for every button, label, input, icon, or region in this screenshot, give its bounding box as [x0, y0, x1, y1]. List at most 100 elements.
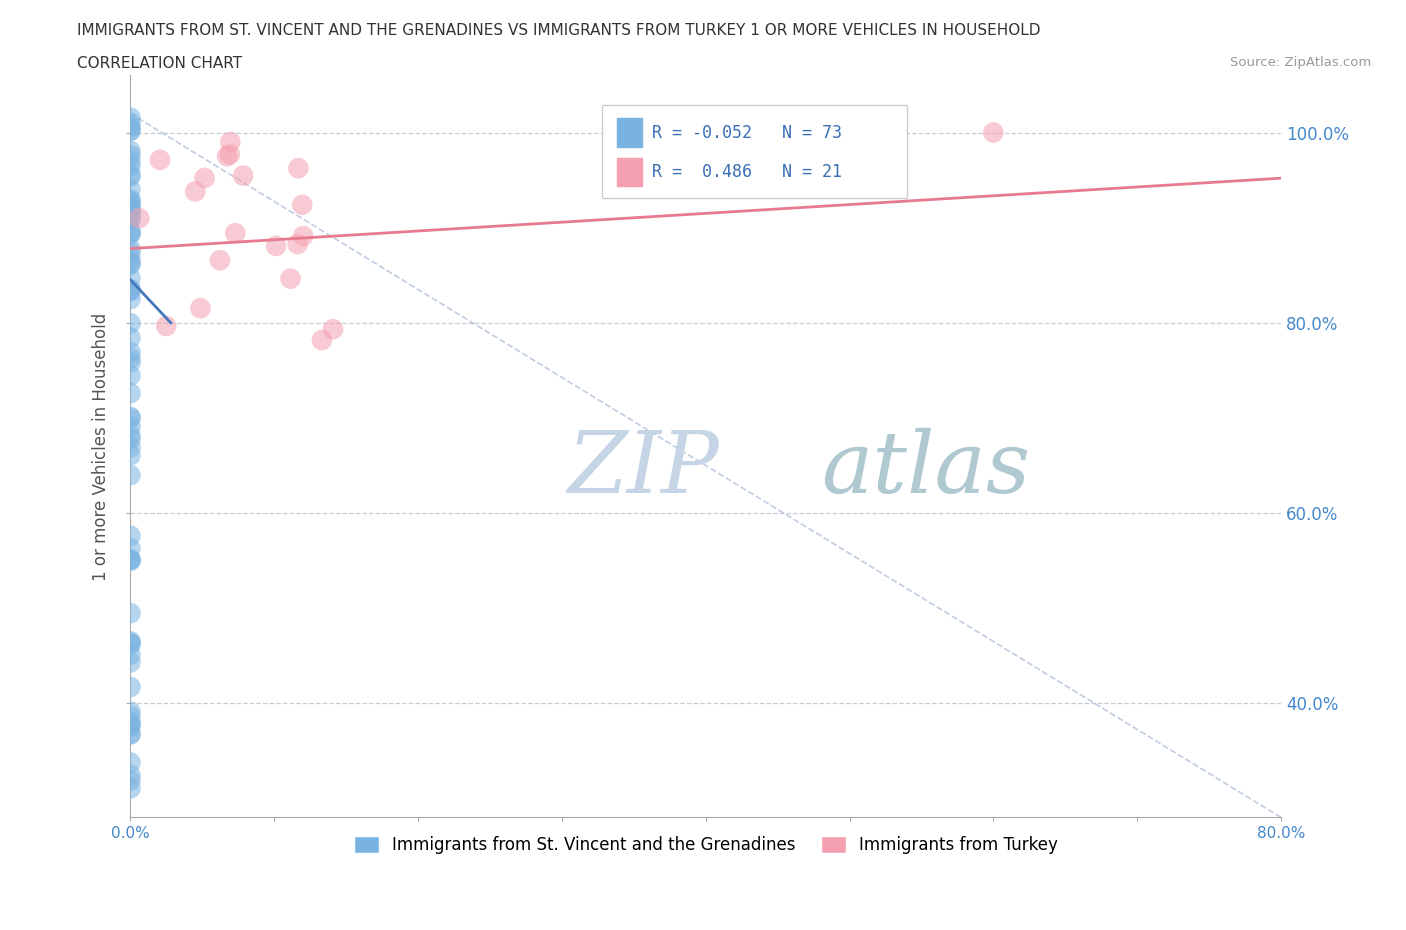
- Bar: [617, 158, 643, 186]
- Point: [120, 726, 142, 741]
- Point: [120, 201, 142, 216]
- Point: [120, 283, 142, 298]
- Point: [190, 300, 212, 315]
- Point: [120, 773, 142, 788]
- Point: [287, 161, 309, 176]
- Text: R =  0.486   N = 21: R = 0.486 N = 21: [651, 163, 842, 181]
- Point: [120, 227, 142, 242]
- Point: [264, 238, 287, 253]
- Point: [120, 727, 142, 742]
- Point: [208, 253, 231, 268]
- Point: [120, 225, 142, 240]
- Text: Source: ZipAtlas.com: Source: ZipAtlas.com: [1230, 56, 1371, 69]
- Point: [280, 272, 302, 286]
- Text: IMMIGRANTS FROM ST. VINCENT AND THE GRENADINES VS IMMIGRANTS FROM TURKEY 1 OR MO: IMMIGRANTS FROM ST. VINCENT AND THE GREN…: [77, 23, 1040, 38]
- Point: [120, 124, 142, 139]
- Point: [120, 210, 142, 225]
- Point: [120, 115, 142, 130]
- Point: [120, 709, 142, 724]
- Point: [120, 330, 142, 345]
- Point: [120, 767, 142, 782]
- Point: [120, 111, 142, 126]
- Point: [120, 637, 142, 652]
- Point: [120, 432, 142, 446]
- Point: [120, 252, 142, 267]
- Point: [120, 714, 142, 729]
- Point: [120, 256, 142, 271]
- Point: [322, 322, 344, 337]
- Point: [120, 468, 142, 483]
- Point: [232, 168, 254, 183]
- Point: [120, 411, 142, 426]
- Text: CORRELATION CHART: CORRELATION CHART: [77, 56, 242, 71]
- Point: [292, 229, 315, 244]
- Point: [120, 148, 142, 163]
- Point: [184, 184, 207, 199]
- Point: [120, 242, 142, 257]
- Point: [128, 211, 150, 226]
- FancyBboxPatch shape: [602, 105, 907, 198]
- Y-axis label: 1 or more Vehicles in Household: 1 or more Vehicles in Household: [93, 312, 110, 580]
- Point: [120, 201, 142, 216]
- Point: [120, 351, 142, 365]
- Point: [120, 355, 142, 370]
- Point: [120, 169, 142, 184]
- Point: [120, 119, 142, 134]
- Point: [120, 203, 142, 218]
- Point: [120, 448, 142, 463]
- Text: R = -0.052   N = 73: R = -0.052 N = 73: [651, 124, 842, 141]
- Point: [120, 719, 142, 734]
- Point: [120, 440, 142, 455]
- Point: [120, 258, 142, 272]
- Point: [120, 386, 142, 401]
- Point: [219, 135, 242, 150]
- Point: [149, 153, 172, 167]
- Point: [120, 704, 142, 719]
- Point: [120, 635, 142, 650]
- Point: [120, 541, 142, 556]
- Point: [120, 224, 142, 239]
- Point: [120, 634, 142, 649]
- Point: [120, 246, 142, 260]
- Point: [120, 284, 142, 299]
- Point: [194, 170, 217, 185]
- Point: [120, 192, 142, 206]
- Point: [120, 124, 142, 139]
- Point: [120, 213, 142, 228]
- Bar: [617, 118, 643, 147]
- Point: [120, 206, 142, 220]
- Point: [217, 149, 239, 164]
- Point: [287, 237, 309, 252]
- Point: [120, 647, 142, 662]
- Point: [120, 167, 142, 182]
- Text: ZIP: ZIP: [568, 428, 720, 510]
- Point: [120, 316, 142, 331]
- Point: [311, 333, 333, 348]
- Point: [120, 409, 142, 424]
- Point: [120, 292, 142, 307]
- Point: [120, 552, 142, 567]
- Point: [291, 197, 314, 212]
- Point: [120, 781, 142, 796]
- Point: [120, 193, 142, 208]
- Point: [120, 182, 142, 197]
- Point: [120, 428, 142, 443]
- Point: [120, 419, 142, 434]
- Point: [218, 147, 240, 162]
- Point: [120, 553, 142, 568]
- Point: [120, 207, 142, 222]
- Point: [155, 319, 177, 334]
- Legend: Immigrants from St. Vincent and the Grenadines, Immigrants from Turkey: Immigrants from St. Vincent and the Gren…: [347, 830, 1064, 861]
- Point: [120, 680, 142, 695]
- Point: [120, 605, 142, 620]
- Point: [120, 271, 142, 286]
- Point: [120, 159, 142, 174]
- Point: [120, 528, 142, 543]
- Point: [120, 552, 142, 567]
- Point: [120, 718, 142, 733]
- Point: [120, 345, 142, 360]
- Text: atlas: atlas: [821, 428, 1029, 510]
- Point: [120, 197, 142, 212]
- Point: [120, 368, 142, 383]
- Point: [981, 125, 1004, 140]
